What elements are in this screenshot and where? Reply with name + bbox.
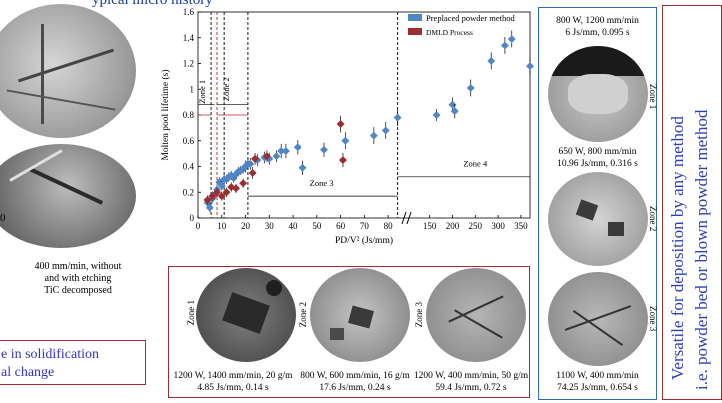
molten-pool-chart: 0 0.2 0.4 0.6 0.8 1 1.2 1.4 1.6 0 10 20 30 40 50 60 70 80… [160,7,534,246]
legend-label-dmld: DMLD Process [426,28,473,37]
preplaced-point [277,147,286,156]
bottom-zone3-label: Zone 3 [414,302,424,328]
preplaced-point [272,152,281,161]
header-title-fragment: ypical micro history [92,0,213,8]
preplaced-point [393,113,402,122]
x-tick-label: 250 [469,221,483,231]
y-axis-label: Molten pool lifetime (s) [160,69,171,160]
preplaced-point [507,35,516,43]
preplaced-point [298,163,307,172]
bottom-zone1-label: Zone 1 [186,300,196,326]
preplaced-point [432,111,441,119]
right-zone-panel [538,7,657,400]
dmld-point [248,168,257,177]
right-zone2-label: Zone 2 [648,206,658,232]
preplaced-point [341,136,350,145]
zone-2-label: Zone 2 [221,77,231,101]
preplaced-point [381,126,390,135]
y-tick-label: 0 [190,213,195,223]
axis-break [406,211,412,225]
right-zone1-label: Zone 1 [648,84,658,110]
preplaced-point [319,145,328,154]
preplaced-point [246,159,255,168]
x-tick-label: 80 [384,221,394,231]
left-edge-label: 0 [0,212,6,224]
dmld-point [339,156,347,165]
x-tick-label: 30 [265,221,275,231]
left-caption: 400 mm/min, without and with etching TiC… [34,261,122,296]
bottom-caption-zone1: 1200 W, 1400 mm/min, 20 g/m 4.85 Js/mm, … [173,371,293,393]
right-micrograph-zone2 [548,172,648,266]
legend-swatch-preplaced [408,14,422,21]
right-zone3-label: Zone 3 [648,306,658,332]
right-caption-bottom: 1100 W, 400 mm/min 74.25 Js/mm, 0.654 s [556,371,639,393]
right-caption-mid: 650 W, 800 mm/min 10.96 Js/mm, 0.316 s [557,147,638,169]
y-tick-label: 1.2 [183,59,194,69]
preplaced-point [526,62,534,71]
right-micrograph-zone1 [548,46,648,142]
x-tick-label: 200 [446,221,460,231]
preplaced-point [500,41,509,50]
zone-1-label: Zone 1 [197,80,207,104]
dmld-point [251,154,259,163]
left-micrograph-top [0,4,136,138]
x-tick-label: 20 [241,221,251,231]
preplaced-point [281,147,290,156]
zone-4-label: Zone 4 [463,159,488,169]
x-tick-label: 40 [289,221,299,231]
x-tick-label: 0 [196,221,201,231]
x-tick-label: 300 [491,221,505,231]
x-tick-label: 70 [360,221,370,231]
right-micrograph-zone3 [548,272,648,366]
x-tick-label: 60 [336,221,346,231]
bottom-caption-zone3: 1200 W, 400 mm/min, 50 g/m 59.4 Js/mm, 0… [413,371,529,393]
y-tick-label: 1.4 [183,33,195,43]
preplaced-point [466,84,475,92]
axis-break [401,211,407,225]
dmld-point [222,188,231,197]
y-tick-label: 0.4 [183,162,195,172]
right-caption-top: 800 W, 1200 mm/min 6 Js/mm, 0.095 s [556,16,639,38]
x-tick-label: 10 [217,221,227,231]
preplaced-point [450,107,459,116]
y-tick-label: 1 [190,84,195,94]
dmld-point [336,120,345,128]
x-tick-label: 50 [312,221,322,231]
bottom-zone2-label: Zone 2 [298,302,308,328]
y-tick-label: 0.8 [183,110,195,120]
bottom-zone-panel [168,266,530,398]
side-text-line1: Versatile for deposition by any method [668,116,687,380]
legend-label-preplaced: Preplaced powder method [426,13,515,23]
bottom-caption-zone2: 800 W, 600 mm/min, 16 g/m 17.6 Js/mm, 0.… [300,371,410,393]
left-micrograph-bottom [0,144,136,248]
dmld-point [239,179,248,188]
preplaced-point [293,143,302,152]
zone-3-label: Zone 3 [310,178,334,188]
bottom-micrograph-zone2 [310,268,410,362]
bottom-micrograph-zone3 [426,268,526,362]
preplaced-point [369,131,378,140]
preplaced-point [448,100,457,109]
bottom-micrograph-zone1 [196,268,296,362]
y-tick-label: 0.2 [183,187,194,197]
preplaced-point [487,56,496,65]
x-tick-label: 150 [423,221,437,231]
x-tick-label: 350 [514,221,528,231]
legend-swatch-dmld [408,28,422,35]
y-tick-label: 0.6 [183,136,195,146]
side-text-line2: i.e. powder bed or blown powder method [692,109,711,390]
x-axis-label: PD/V² (Js/mm) [335,235,393,246]
y-tick-label: 1.6 [183,7,195,17]
left-note-box: e in solidification al change [0,340,146,385]
